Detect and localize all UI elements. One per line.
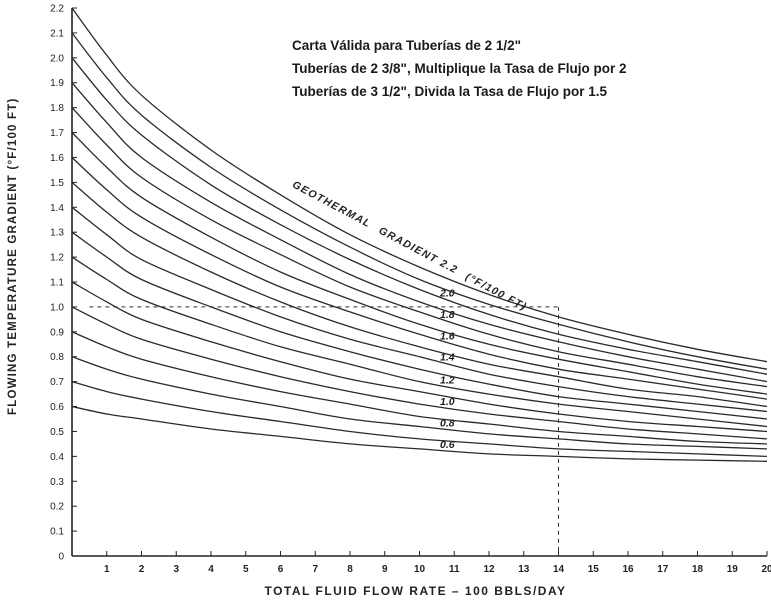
- y-tick-label: 1.7: [50, 128, 64, 139]
- series-label: 0.8: [440, 417, 455, 429]
- y-tick-label: 0.1: [50, 527, 64, 538]
- x-tick-label: 14: [553, 564, 565, 575]
- series-label: 1.4: [440, 352, 455, 364]
- x-tick-label: 20: [761, 564, 771, 575]
- y-tick-label: 0.4: [50, 452, 64, 463]
- y-tick-label: 0.7: [50, 377, 64, 388]
- x-tick-label: 11: [449, 564, 460, 575]
- series-label: 2.0: [439, 287, 455, 299]
- y-tick-label: 1.0: [50, 302, 64, 313]
- series-line: [71, 107, 768, 388]
- series-line: [71, 306, 768, 440]
- y-tick-label: 0.6: [50, 402, 64, 413]
- x-tick-label: 17: [657, 564, 669, 575]
- series-line: [71, 356, 768, 450]
- tick-labels: 0 0.1 0.2 0.3 0.4 0.5 0.6 0.7 0.8 0.9 1.0 1.1 1.2 1.3…: [50, 4, 771, 576]
- note-line-1: Carta Válida para Tuberías de 2 1/2": [292, 38, 521, 53]
- series-label: 0.6: [440, 439, 455, 451]
- series-line: [71, 181, 768, 408]
- y-tick-label: 1.4: [50, 203, 64, 214]
- y-tick-label: 0.2: [50, 502, 64, 513]
- y-tick-label: 2.0: [50, 53, 64, 64]
- y-tick-label: 0.9: [50, 327, 64, 338]
- x-tick-label: 3: [173, 564, 179, 575]
- y-tick-label: 0: [58, 552, 64, 563]
- x-tick-label: 6: [278, 564, 284, 575]
- x-tick-label: 8: [347, 564, 353, 575]
- x-tick-label: 10: [414, 564, 426, 575]
- note-line-2: Tuberías de 2 3/8", Multiplique la Tasa …: [292, 61, 627, 76]
- series-line: [71, 331, 768, 445]
- curve-labels: 0.6 0.8 1.0 1.2 1.4 1.6 1.8 2.0: [439, 287, 455, 450]
- series-line: [71, 405, 768, 462]
- series-line: [71, 380, 768, 458]
- series-line: [71, 157, 768, 400]
- chart-notes: Carta Válida para Tuberías de 2 1/2" Tub…: [292, 34, 626, 103]
- y-tick-label: 2.1: [50, 28, 64, 39]
- series-label: 1.2: [440, 375, 455, 387]
- y-tick-label: 0.3: [50, 477, 64, 488]
- y-tick-label: 1.3: [50, 228, 64, 239]
- series-line: [71, 57, 768, 375]
- series-label: 1.8: [440, 309, 455, 321]
- x-tick-label: 16: [622, 564, 634, 575]
- series-curves: [71, 7, 768, 462]
- x-tick-label: 18: [692, 564, 704, 575]
- series-line: [71, 206, 768, 413]
- series-line: [71, 7, 768, 363]
- x-axis-label: TOTAL FLUID FLOW RATE – 100 BBLS/DAY: [264, 584, 567, 598]
- y-tick-label: 2.2: [50, 4, 64, 15]
- series-line: [71, 256, 768, 428]
- series-line: [71, 132, 768, 395]
- series-label: 1.0: [440, 396, 455, 408]
- reference-lines: [89, 306, 559, 556]
- y-tick-label: 1.1: [50, 278, 64, 289]
- y-tick-label: 0.5: [50, 427, 64, 438]
- x-tick-label: 19: [727, 564, 739, 575]
- series-line: [71, 82, 768, 383]
- x-tick-label: 1: [104, 564, 110, 575]
- series-label: 1.6: [440, 330, 455, 342]
- y-tick-label: 1.9: [50, 78, 64, 89]
- y-tick-label: 1.8: [50, 103, 64, 114]
- series-line: [71, 32, 768, 370]
- x-tick-label: 7: [312, 564, 318, 575]
- y-tick-label: 1.6: [50, 153, 64, 164]
- x-tick-label: 13: [518, 564, 530, 575]
- note-line-3: Tuberías de 3 1/2", Divida la Tasa de Fl…: [292, 84, 608, 99]
- series-line: [71, 281, 768, 433]
- x-tick-label: 5: [243, 564, 249, 575]
- series-line: [71, 231, 768, 420]
- x-tick-label: 2: [139, 564, 145, 575]
- x-tick-label: 4: [208, 564, 214, 575]
- y-axis-label: FLOWING TEMPERATURE GRADIENT (°F/100 FT): [7, 97, 19, 415]
- x-tick-label: 9: [382, 564, 388, 575]
- x-tick-label: 12: [483, 564, 495, 575]
- x-tick-label: 15: [588, 564, 600, 575]
- y-tick-label: 1.5: [50, 178, 64, 189]
- y-tick-label: 1.2: [50, 253, 64, 264]
- y-tick-label: 0.8: [50, 352, 64, 363]
